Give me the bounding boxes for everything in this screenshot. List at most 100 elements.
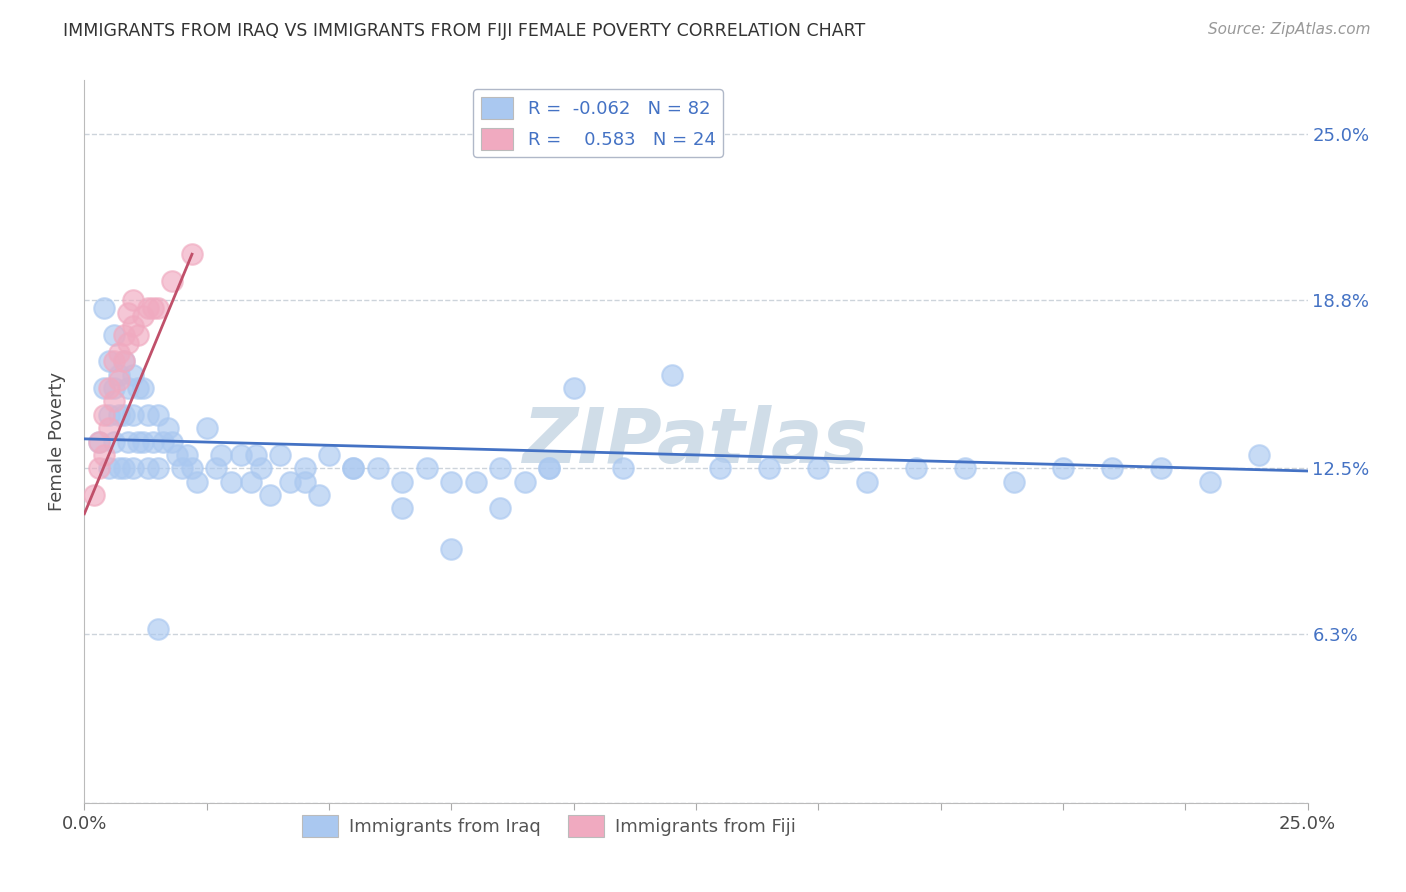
Point: [122, 461, 145, 475]
Point: [953, 461, 976, 475]
Point: [269, 448, 291, 462]
Point: [122, 293, 145, 307]
Point: [440, 475, 463, 489]
Point: [176, 448, 198, 462]
Text: Source: ZipAtlas.com: Source: ZipAtlas.com: [1208, 22, 1371, 37]
Point: [103, 381, 125, 395]
Point: [538, 461, 561, 475]
Point: [905, 461, 928, 475]
Point: [318, 448, 340, 462]
Point: [87, 461, 110, 475]
Point: [156, 421, 179, 435]
Point: [112, 354, 135, 368]
Point: [117, 381, 139, 395]
Point: [856, 475, 879, 489]
Point: [117, 335, 139, 350]
Point: [162, 434, 184, 449]
Point: [440, 541, 463, 556]
Point: [132, 434, 155, 449]
Point: [249, 461, 271, 475]
Legend: Immigrants from Iraq, Immigrants from Fiji: Immigrants from Iraq, Immigrants from Fi…: [295, 808, 803, 845]
Point: [93, 301, 115, 315]
Point: [117, 306, 139, 320]
Point: [136, 301, 159, 315]
Point: [489, 461, 512, 475]
Point: [416, 461, 439, 475]
Point: [112, 354, 135, 368]
Point: [239, 475, 262, 489]
Point: [103, 327, 125, 342]
Point: [391, 501, 413, 516]
Point: [162, 274, 184, 288]
Point: [93, 408, 115, 422]
Point: [538, 461, 561, 475]
Point: [146, 408, 169, 422]
Point: [1198, 475, 1220, 489]
Point: [661, 368, 683, 382]
Point: [612, 461, 634, 475]
Point: [709, 461, 731, 475]
Point: [107, 461, 129, 475]
Point: [93, 448, 115, 462]
Point: [758, 461, 780, 475]
Text: IMMIGRANTS FROM IRAQ VS IMMIGRANTS FROM FIJI FEMALE POVERTY CORRELATION CHART: IMMIGRANTS FROM IRAQ VS IMMIGRANTS FROM …: [63, 22, 866, 40]
Point: [181, 461, 204, 475]
Point: [112, 408, 135, 422]
Point: [513, 475, 536, 489]
Point: [127, 381, 149, 395]
Point: [146, 622, 169, 636]
Point: [562, 381, 585, 395]
Point: [1150, 461, 1173, 475]
Point: [142, 301, 165, 315]
Point: [245, 448, 267, 462]
Point: [97, 381, 120, 395]
Point: [122, 408, 145, 422]
Point: [127, 434, 149, 449]
Point: [112, 461, 135, 475]
Point: [342, 461, 364, 475]
Point: [122, 319, 145, 334]
Point: [195, 421, 218, 435]
Point: [259, 488, 281, 502]
Point: [489, 501, 512, 516]
Point: [97, 461, 120, 475]
Point: [107, 346, 129, 360]
Point: [1101, 461, 1123, 475]
Point: [93, 381, 115, 395]
Point: [117, 434, 139, 449]
Y-axis label: Female Poverty: Female Poverty: [48, 372, 66, 511]
Point: [219, 475, 242, 489]
Point: [107, 408, 129, 422]
Point: [342, 461, 364, 475]
Text: ZIPatlas: ZIPatlas: [523, 405, 869, 478]
Point: [112, 327, 135, 342]
Point: [1002, 475, 1025, 489]
Point: [166, 448, 188, 462]
Point: [1247, 448, 1270, 462]
Point: [367, 461, 389, 475]
Point: [142, 434, 165, 449]
Point: [136, 461, 159, 475]
Point: [278, 475, 301, 489]
Point: [391, 475, 413, 489]
Point: [205, 461, 228, 475]
Point: [83, 488, 105, 502]
Point: [122, 368, 145, 382]
Point: [172, 461, 194, 475]
Point: [107, 368, 129, 382]
Point: [132, 381, 155, 395]
Point: [1052, 461, 1074, 475]
Point: [229, 448, 252, 462]
Point: [87, 434, 110, 449]
Point: [87, 434, 110, 449]
Point: [152, 434, 174, 449]
Point: [97, 354, 120, 368]
Point: [181, 247, 204, 261]
Point: [807, 461, 830, 475]
Point: [97, 421, 120, 435]
Point: [294, 461, 316, 475]
Point: [464, 475, 486, 489]
Point: [103, 354, 125, 368]
Point: [127, 327, 149, 342]
Point: [107, 373, 129, 387]
